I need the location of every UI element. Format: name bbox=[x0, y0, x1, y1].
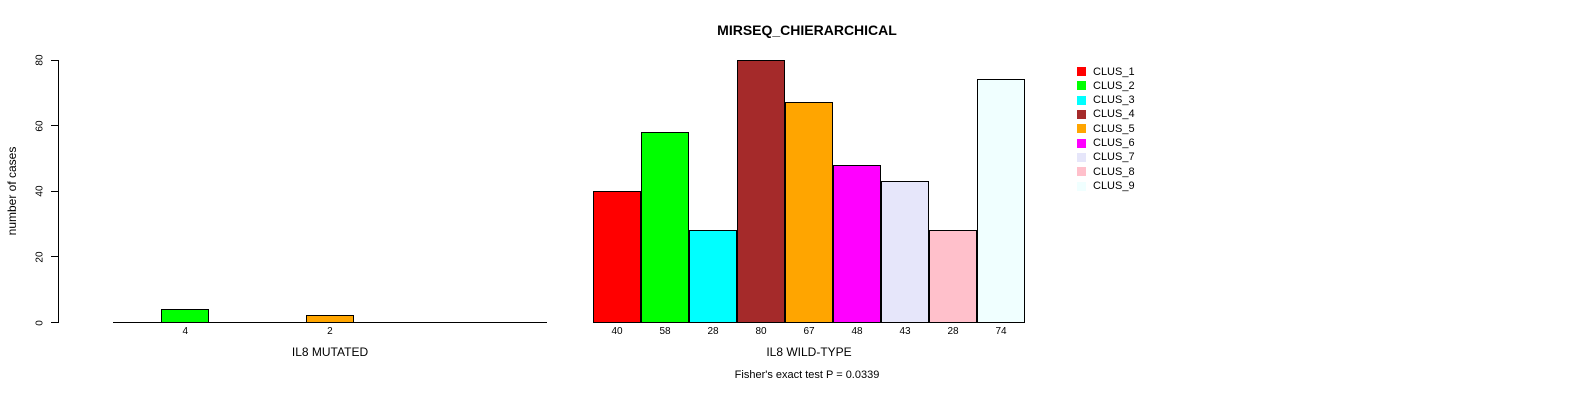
chart-title: MIRSEQ_CHIERARCHICAL bbox=[717, 22, 897, 38]
y-tick-label: 0 bbox=[34, 319, 46, 326]
bar-value-label: 40 bbox=[611, 326, 623, 337]
y-tick bbox=[51, 322, 58, 323]
fisher-test-caption: Fisher's exact test P = 0.0339 bbox=[734, 369, 880, 381]
y-axis-title: number of cases bbox=[5, 146, 19, 236]
legend-label-clus_9: CLUS_9 bbox=[1093, 180, 1135, 193]
legend-swatch-clus_9 bbox=[1077, 181, 1086, 191]
bar-clus_8 bbox=[929, 230, 977, 323]
bar-value-label: 74 bbox=[995, 326, 1007, 337]
legend-swatch-clus_6 bbox=[1077, 138, 1086, 148]
y-tick-label: 80 bbox=[34, 54, 46, 66]
y-tick-label: 20 bbox=[34, 251, 46, 263]
legend-swatch-clus_7 bbox=[1077, 152, 1086, 162]
y-tick-label: 40 bbox=[34, 185, 46, 197]
bar-clus_4 bbox=[737, 59, 785, 323]
bar-clus_1 bbox=[593, 190, 641, 323]
bar-value-label: 67 bbox=[803, 326, 815, 337]
y-axis-line bbox=[58, 59, 59, 323]
bar-clus_9 bbox=[977, 79, 1025, 323]
bar-value-label: 28 bbox=[947, 326, 959, 337]
bar-clus_2 bbox=[161, 308, 210, 323]
bar-clus_2 bbox=[641, 131, 689, 323]
bar-value-label: 2 bbox=[327, 326, 333, 337]
bar-value-label: 48 bbox=[851, 326, 863, 337]
legend-swatch-clus_1 bbox=[1077, 67, 1086, 76]
bar-value-label: 28 bbox=[707, 326, 719, 337]
y-tick bbox=[51, 59, 58, 61]
bar-value-label: 4 bbox=[182, 326, 189, 337]
bar-value-label: 80 bbox=[755, 326, 767, 337]
legend-label-clus_6: CLUS_6 bbox=[1093, 137, 1135, 150]
legend-swatch-clus_2 bbox=[1077, 81, 1086, 91]
legend-label-clus_3: CLUS_3 bbox=[1093, 94, 1135, 107]
legend-label-clus_8: CLUS_8 bbox=[1093, 165, 1135, 178]
bar-value-label: 58 bbox=[659, 326, 671, 337]
bar-clus_3 bbox=[689, 230, 737, 323]
legend-label-clus_4: CLUS_4 bbox=[1093, 108, 1135, 121]
legend-swatch-clus_4 bbox=[1077, 109, 1086, 119]
bar-clus_6 bbox=[833, 164, 881, 323]
x-axis-label-wildtype: IL8 WILD-TYPE bbox=[766, 345, 852, 359]
y-tick bbox=[51, 256, 58, 258]
x-axis-label-mutated: IL8 MUTATED bbox=[291, 345, 369, 359]
y-tick bbox=[51, 190, 58, 192]
legend-label-clus_1: CLUS_1 bbox=[1093, 65, 1135, 78]
legend-label-clus_5: CLUS_5 bbox=[1093, 122, 1135, 135]
bar-clus_7 bbox=[881, 180, 929, 323]
bar-clus_5 bbox=[785, 102, 833, 323]
legend-swatch-clus_5 bbox=[1077, 124, 1086, 134]
bar-clus_5 bbox=[305, 315, 354, 323]
legend-swatch-clus_3 bbox=[1077, 95, 1086, 105]
y-tick bbox=[51, 125, 58, 127]
bar-value-label: 43 bbox=[899, 326, 911, 337]
legend-label-clus_2: CLUS_2 bbox=[1093, 79, 1135, 92]
legend-swatch-clus_8 bbox=[1077, 167, 1086, 177]
legend-label-clus_7: CLUS_7 bbox=[1093, 151, 1135, 164]
y-tick-label: 60 bbox=[34, 120, 46, 132]
